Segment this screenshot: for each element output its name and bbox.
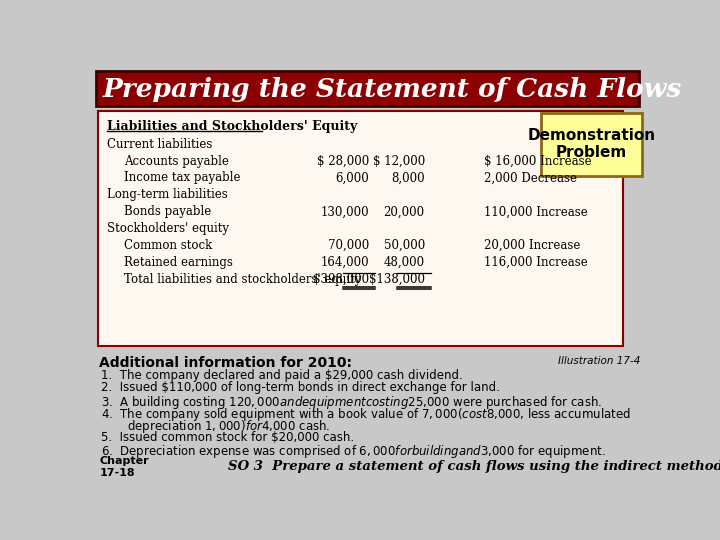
- Text: Stockholders' equity: Stockholders' equity: [107, 222, 229, 235]
- Text: Liabilities and Stockholders' Equity: Liabilities and Stockholders' Equity: [107, 120, 357, 133]
- Text: SO 3  Prepare a statement of cash flows using the indirect method.: SO 3 Prepare a statement of cash flows u…: [228, 460, 720, 473]
- Text: 2.  Issued $110,000 of long-term bonds in direct exchange for land.: 2. Issued $110,000 of long-term bonds in…: [101, 381, 500, 394]
- Text: Common stock: Common stock: [124, 239, 212, 252]
- Text: 5.  Issued common stock for $20,000 cash.: 5. Issued common stock for $20,000 cash.: [101, 430, 354, 443]
- Text: 2,000 Decrease: 2,000 Decrease: [484, 172, 577, 185]
- Text: depreciation $1,000) for $4,000 cash.: depreciation $1,000) for $4,000 cash.: [101, 418, 330, 435]
- Text: 1.  The company declared and paid a $29,000 cash dividend.: 1. The company declared and paid a $29,0…: [101, 369, 463, 382]
- Text: 48,000: 48,000: [384, 256, 425, 269]
- Text: 3.  A building costing $120,000 and equipment costing $25,000 were purchased for: 3. A building costing $120,000 and equip…: [101, 394, 602, 410]
- Text: Demonstration
Problem: Demonstration Problem: [527, 128, 655, 160]
- Text: $ 16,000 Increase: $ 16,000 Increase: [484, 154, 591, 167]
- Text: 20,000 Increase: 20,000 Increase: [484, 239, 580, 252]
- Bar: [541, 112, 642, 176]
- Text: 110,000 Increase: 110,000 Increase: [484, 205, 588, 218]
- Text: Retained earnings: Retained earnings: [124, 256, 233, 269]
- Text: 4.  The company sold equipment with a book value of $7,000 (cost $8,000, less ac: 4. The company sold equipment with a boo…: [101, 406, 631, 423]
- Text: Additional information for 2010:: Additional information for 2010:: [99, 356, 352, 370]
- Text: 6.  Depreciation expense was comprised of $6,000 for building and $3,000 for equ: 6. Depreciation expense was comprised of…: [101, 443, 606, 460]
- Text: Preparing the Statement of Cash Flows: Preparing the Statement of Cash Flows: [102, 77, 682, 102]
- Text: 20,000: 20,000: [384, 205, 425, 218]
- Text: $138,000: $138,000: [369, 273, 425, 286]
- Text: $ 28,000: $ 28,000: [317, 154, 369, 167]
- Text: Chapter
17-18: Chapter 17-18: [99, 456, 149, 477]
- Text: 164,000: 164,000: [320, 256, 369, 269]
- Bar: [96, 71, 639, 106]
- Text: Income tax payable: Income tax payable: [124, 172, 240, 185]
- Text: $398,000: $398,000: [313, 273, 369, 286]
- Text: 6,000: 6,000: [336, 172, 369, 185]
- Text: Bonds payable: Bonds payable: [124, 205, 212, 218]
- Text: Current liabilities: Current liabilities: [107, 138, 212, 151]
- Text: Long-term liabilities: Long-term liabilities: [107, 188, 228, 201]
- Text: 130,000: 130,000: [320, 205, 369, 218]
- Text: Illustration 17-4: Illustration 17-4: [558, 356, 640, 366]
- Text: Accounts payable: Accounts payable: [124, 154, 229, 167]
- Text: 8,000: 8,000: [391, 172, 425, 185]
- Bar: [98, 111, 624, 346]
- Text: $ 12,000: $ 12,000: [372, 154, 425, 167]
- Text: 116,000 Increase: 116,000 Increase: [484, 256, 588, 269]
- Text: 70,000: 70,000: [328, 239, 369, 252]
- Text: Total liabilities and stockholders' equity: Total liabilities and stockholders' equi…: [124, 273, 361, 286]
- Text: 50,000: 50,000: [384, 239, 425, 252]
